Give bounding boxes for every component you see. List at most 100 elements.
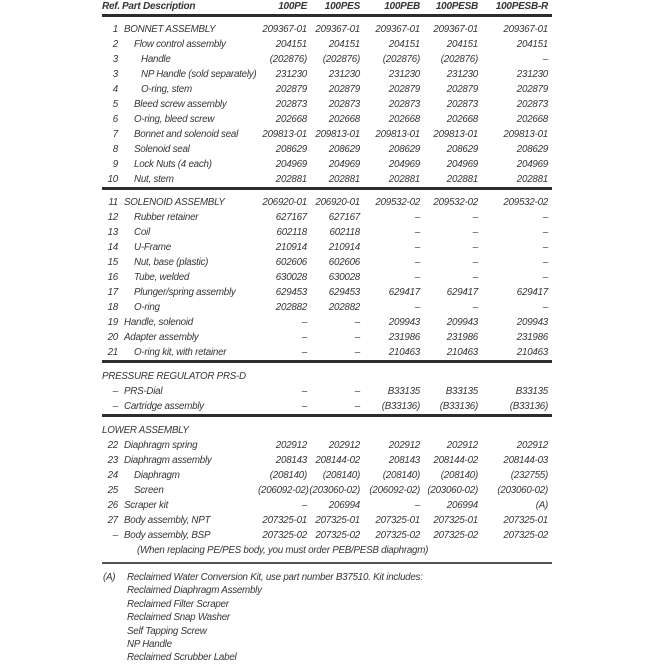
ref-cell: 12 — [107, 212, 119, 223]
table-row: 25 Screen (206092-02) (203060-02) (206092-02… — [102, 483, 552, 498]
ref-cell: 9 — [112, 159, 118, 170]
part-number-cell: 208629 — [388, 144, 420, 155]
ref-cell: 22 — [107, 440, 119, 451]
part-description-cell: Bonnet and solenoid seal — [134, 129, 239, 140]
ref-cell: 16 — [107, 272, 119, 283]
table-row: 2 Flow control assembly 204151 204151 204151… — [102, 37, 552, 52]
part-number-cell: 204151 — [446, 39, 478, 50]
table-row: 3 Handle (202876) (202876) (202876) (202876) – — [102, 52, 552, 67]
part-number-cell: 202668 — [446, 114, 478, 125]
part-number-cell: 202912 — [516, 440, 548, 451]
part-number-cell: 204151 — [275, 39, 307, 50]
part-description-cell: Plunger/spring assembly — [134, 287, 236, 298]
part-number-cell: 630028 — [328, 272, 360, 283]
part-number-cell: 202873 — [275, 99, 307, 110]
ref-cell: 4 — [112, 84, 118, 95]
part-number-cell: – — [472, 227, 478, 238]
part-number-cell: 202881 — [516, 174, 548, 185]
part-number-cell: 202881 — [328, 174, 360, 185]
table-row: 8 Solenoid seal 208629 208629 208629 208629 20… — [102, 142, 552, 157]
part-number-cell: 202912 — [328, 440, 360, 451]
footnote-title: Reclaimed Water Conversion Kit, use part… — [127, 572, 423, 583]
parts-table: 1 BONNET ASSEMBLY 209367-01 209367-01 209367… — [102, 22, 552, 558]
part-number-cell: 202668 — [388, 114, 420, 125]
part-description-cell: Bleed screw assembly — [134, 99, 227, 110]
part-number-cell: – — [414, 242, 420, 253]
header-model-100pe: 100PE — [278, 1, 307, 12]
part-number-cell: 204969 — [388, 159, 420, 170]
part-number-cell: 202873 — [516, 99, 548, 110]
part-description-cell: Coil — [134, 227, 150, 238]
table-row: 9 Lock Nuts (4 each) 204969 204969 204969 204… — [102, 157, 552, 172]
ref-cell: 6 — [112, 114, 118, 125]
part-number-cell: 206994 — [328, 500, 360, 511]
ref-cell: 25 — [107, 485, 119, 496]
header-rule — [102, 14, 552, 17]
part-description-cell: Body assembly, NPT — [124, 515, 211, 526]
part-number-cell: – — [542, 272, 548, 283]
footnote-divider — [102, 562, 552, 564]
ref-cell: 27 — [107, 515, 119, 526]
ref-cell: 17 — [107, 287, 119, 298]
header-ref: Ref. — [102, 1, 120, 12]
ref-cell: 2 — [112, 39, 118, 50]
part-number-cell: 627167 — [328, 212, 360, 223]
ref-cell: – — [112, 386, 118, 397]
footnote-item: Reclaimed Filter Scraper — [127, 598, 229, 610]
section-divider — [102, 414, 552, 417]
part-number-cell: – — [542, 242, 548, 253]
part-number-cell: 231986 — [446, 332, 478, 343]
part-number-cell: 202873 — [446, 99, 478, 110]
part-number-cell: (202876) — [382, 54, 420, 65]
part-number-cell: 202912 — [275, 440, 307, 451]
part-description-cell: Screen — [134, 485, 164, 496]
part-description-cell: Adapter assembly — [124, 332, 199, 343]
table-row: 20 Adapter assembly – – 231986 231986 231986 — [102, 330, 552, 345]
part-number-cell: 207325-01 — [503, 515, 548, 526]
table-row: 1 BONNET ASSEMBLY 209367-01 209367-01 209367… — [102, 22, 552, 37]
part-description-cell: NP Handle (sold separately) — [141, 69, 257, 80]
part-description-cell: Nut, stem — [134, 174, 174, 185]
part-number-cell: (208140) — [440, 470, 478, 481]
part-number-cell: 204151 — [388, 39, 420, 50]
ref-cell: 19 — [107, 317, 119, 328]
part-number-cell: 209813-01 — [262, 129, 307, 140]
part-number-cell: 209367-01 — [262, 24, 307, 35]
footnote-item: Self Tapping Screw — [127, 625, 207, 637]
table-row: 4 O-ring, stem 202879 202879 202879 202879 202… — [102, 82, 552, 97]
section-divider — [102, 360, 552, 363]
footnote-item: NP Handle — [127, 639, 172, 651]
part-description-cell: Handle — [141, 54, 171, 65]
section-divider — [102, 187, 552, 190]
note-cell: (When replacing PE/PES body, you must or… — [137, 545, 429, 556]
part-number-cell: (B33136) — [381, 401, 421, 412]
part-number-cell: 202881 — [388, 174, 420, 185]
footnote-items: Reclaimed Diaphragm Assembly Reclaimed Fi… — [102, 584, 552, 664]
ref-cell: 24 — [107, 470, 119, 481]
part-number-cell: 202882 — [275, 302, 307, 313]
part-number-cell: 602118 — [276, 227, 308, 238]
table-row: 21 O-ring kit, with retainer – – 210463 21046… — [102, 345, 552, 360]
part-number-cell: 231230 — [388, 69, 420, 80]
part-description-cell: Tube, welded — [134, 272, 190, 283]
table-row: 18 O-ring 202882 202882 – – – — [102, 300, 552, 315]
part-number-cell: 208629 — [275, 144, 307, 155]
header-part-description: Part Description — [122, 1, 196, 12]
ref-cell: 7 — [112, 129, 118, 140]
part-number-cell: (208140) — [382, 470, 420, 481]
table-header-row: Ref. Part Description 100PE 100PES 100PE… — [102, 2, 552, 13]
part-number-cell: 202881 — [446, 174, 478, 185]
part-number-cell: 204969 — [516, 159, 548, 170]
part-number-cell: – — [414, 227, 420, 238]
part-number-cell: 209943 — [388, 317, 420, 328]
part-description-cell: PRS-Dial — [124, 386, 163, 397]
part-number-cell: 207325-02 — [315, 530, 360, 541]
part-number-cell: 206920-01 — [315, 197, 360, 208]
section-title-pressure-regulator: PRESSURE REGULATOR PRS-D — [102, 371, 246, 382]
table-row: 22 Diaphragm spring 202912 202912 202912 2029… — [102, 438, 552, 453]
part-number-cell: 208143 — [388, 455, 420, 466]
part-number-cell: 204969 — [446, 159, 478, 170]
ref-cell: 11 — [108, 197, 118, 208]
part-number-cell: (206092-02) — [369, 485, 420, 496]
part-number-cell: 209532-02 — [503, 197, 548, 208]
